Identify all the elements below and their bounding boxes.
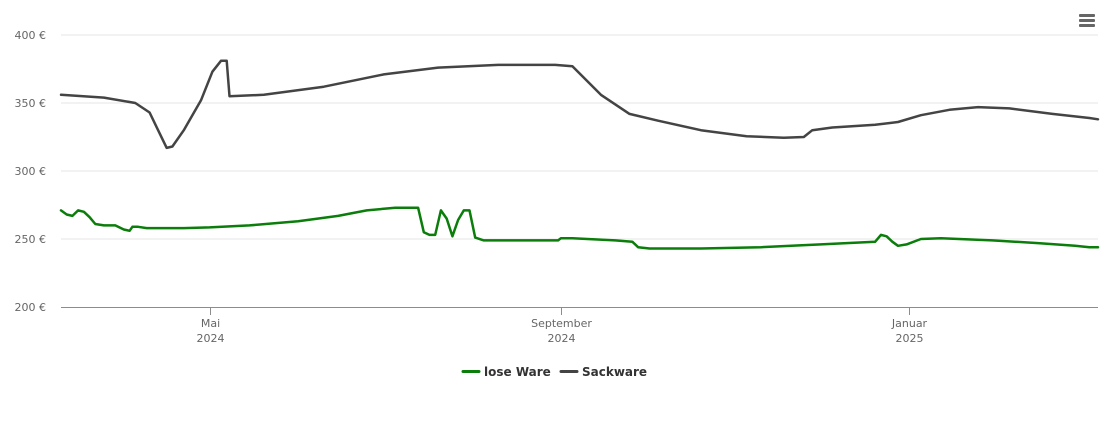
legend-item-2[interactable]: Sackware — [559, 365, 647, 379]
menu-bar-1 — [1079, 14, 1095, 17]
x-tick-label: Januar — [891, 317, 928, 330]
y-tick-label: 400 € — [15, 29, 47, 42]
hamburger-menu-icon[interactable] — [1076, 12, 1098, 32]
y-tick-label: 350 € — [15, 97, 47, 110]
x-tick-year: 2024 — [548, 332, 576, 345]
legend-label: Sackware — [582, 365, 647, 379]
y-tick-label: 200 € — [15, 301, 47, 314]
menu-bar-3 — [1079, 24, 1095, 27]
x-axis-ticks: Mai 2024 September 2024 Januar 2025 — [197, 307, 928, 345]
menu-bar-2 — [1079, 19, 1095, 22]
y-tick-label: 300 € — [15, 165, 47, 178]
series-line-2 — [59, 59, 1100, 150]
x-tick-label: September — [531, 317, 592, 330]
legend-label: lose Ware — [484, 365, 551, 379]
legend[interactable]: lose Ware Sackware — [461, 365, 647, 379]
series-line-1 — [59, 206, 1100, 250]
series-lines — [59, 59, 1100, 250]
legend-item-1[interactable]: lose Ware — [461, 365, 551, 379]
x-tick-year: 2024 — [197, 332, 225, 345]
x-tick-year: 2025 — [896, 332, 924, 345]
x-tick-label: Mai — [201, 317, 220, 330]
y-axis-labels: 200 € 250 € 300 € 350 € 400 € — [15, 29, 47, 314]
y-tick-label: 250 € — [15, 233, 47, 246]
